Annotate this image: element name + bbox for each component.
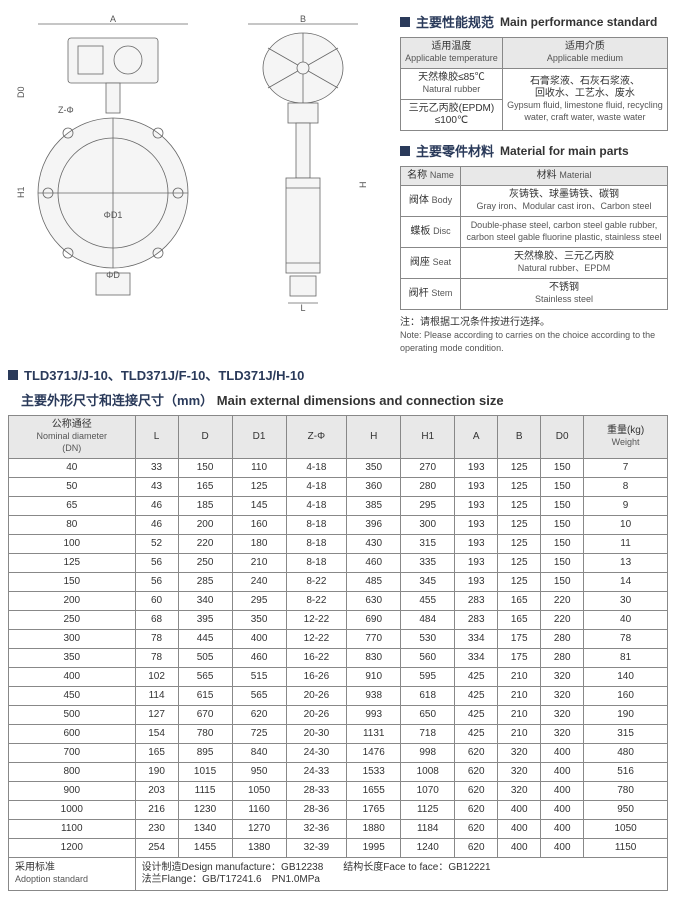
mat-val: 天然橡胶、三元乙丙胶Natural rubber、EPDM [461, 248, 668, 279]
table-row: 150562852408-2248534519312515014 [9, 573, 668, 592]
svg-text:D0: D0 [16, 86, 26, 98]
svg-text:ΦD1: ΦD1 [104, 210, 123, 220]
perf-title-cn: 主要性能规范 [416, 12, 494, 31]
mat-name: 阀体 Body [401, 186, 461, 217]
table-row: 125562502108-1846033519312515013 [9, 554, 668, 573]
square-icon [400, 146, 410, 156]
table-row: 2506839535012-2269048428316522040 [9, 611, 668, 630]
dim-header: Z-Φ [286, 416, 347, 459]
svg-text:L: L [300, 303, 305, 313]
table-row: 3507850546016-2283056033417528081 [9, 649, 668, 668]
valve-diagram-svg: A Z-Φ D0 H1 ΦD1 ΦD [8, 8, 388, 348]
mat-name: 蝶板 Disc [401, 217, 461, 248]
dim-header: L [135, 416, 178, 459]
svg-text:A: A [110, 14, 116, 24]
table-row: 200603402958-2263045528316522030 [9, 592, 668, 611]
table-row: 800190101595024-3315331008620320400516 [9, 763, 668, 782]
perf-h1: 适用温度Applicable temperature [401, 38, 503, 69]
table-row: 70016589584024-301476998620320400480 [9, 744, 668, 763]
footer-row: 采用标准Adoption standard 设计制造Design manufac… [9, 858, 668, 891]
table-row: 9002031115105028-3316551070620320400780 [9, 782, 668, 801]
top-row: A Z-Φ D0 H1 ΦD1 ΦD [8, 8, 668, 361]
note: 注：请根据工况条件按进行选择。 Note: Please according t… [400, 316, 668, 355]
mat-title: 主要零件材料 Material for main parts [400, 141, 668, 160]
table-row: 40331501104-183502701931251507 [9, 459, 668, 478]
table-row: 12002541455138032-3919951240620400400115… [9, 839, 668, 858]
table-row: 10002161230116028-3617651125620400400950 [9, 801, 668, 820]
dim-title-row: TLD371J/J-10、TLD371J/F-10、TLD371J/H-10 [8, 365, 668, 384]
table-row: 50012767062020-26993650425210320190 [9, 706, 668, 725]
table-row: 45011461556520-26938618425210320160 [9, 687, 668, 706]
svg-text:H1: H1 [16, 186, 26, 198]
svg-text:B: B [300, 14, 306, 24]
mat-title-cn: 主要零件材料 [416, 141, 494, 160]
table-row: 3007844540012-2277053033417528078 [9, 630, 668, 649]
mat-name: 阀杆 Stem [401, 279, 461, 310]
square-icon [400, 17, 410, 27]
table-row: 100522201808-1843031519312515011 [9, 535, 668, 554]
mat-name: 阀座 Seat [401, 248, 461, 279]
dim-header: D [178, 416, 232, 459]
mat-val: 灰铸铁、球墨铸铁、碳钢Gray iron、Modular cast iron、C… [461, 186, 668, 217]
adoption-label: 采用标准Adoption standard [9, 858, 136, 891]
table-row: 65461851454-183852951931251509 [9, 497, 668, 516]
perf-title: 主要性能规范 Main performance standard [400, 12, 668, 31]
right-column: 主要性能规范 Main performance standard 适用温度App… [400, 8, 668, 361]
perf-r2c1: 三元乙丙胶(EPDM)≤100℃ [401, 100, 503, 131]
perf-h2: 适用介质Applicable medium [502, 38, 667, 69]
square-icon [8, 370, 18, 380]
perf-r1c1: 天然橡胶≤85℃Natural rubber [401, 69, 503, 100]
performance-table: 适用温度Applicable temperature 适用介质Applicabl… [400, 37, 668, 131]
mat-val: 不锈钢Stainless steel [461, 279, 668, 310]
dimensions-table: 公称通径Nominal diameter(DN)LDD1Z-ΦHH1ABD0重量… [8, 415, 668, 891]
table-row: 60015478072520-301131718425210320315 [9, 725, 668, 744]
dim-header: A [455, 416, 498, 459]
mat-h-name: 名称 Name [401, 167, 461, 186]
dim-header: H1 [401, 416, 455, 459]
table-row: 11002301340127032-3618801184620400400105… [9, 820, 668, 839]
perf-medium: 石膏浆液、石灰石浆液、回收水、工艺水、废水 Gypsum fluid, lime… [502, 69, 667, 131]
dim-header: 公称通径Nominal diameter(DN) [9, 416, 136, 459]
table-row: 50431651254-183602801931251508 [9, 478, 668, 497]
table-row: 80462001608-1839630019312515010 [9, 516, 668, 535]
dim-header: B [498, 416, 541, 459]
mat-val: Double-phase steel, carbon steel gable r… [461, 217, 668, 248]
dim-header: 重量(kg)Weight [584, 416, 668, 459]
mat-h-mat: 材料 Material [461, 167, 668, 186]
material-table: 名称 Name 材料 Material 阀体 Body 灰铸铁、球墨铸铁、碳钢G… [400, 166, 668, 310]
mat-title-en: Material for main parts [500, 144, 629, 158]
perf-title-en: Main performance standard [500, 15, 657, 29]
technical-drawings: A Z-Φ D0 H1 ΦD1 ΦD [8, 8, 388, 348]
dim-model: TLD371J/J-10、TLD371J/F-10、TLD371J/H-10 [24, 365, 304, 384]
dim-header: D0 [541, 416, 584, 459]
dim-header: H [347, 416, 401, 459]
svg-text:Z-Φ: Z-Φ [58, 105, 74, 115]
dim-header: D1 [232, 416, 286, 459]
adoption-content: 设计制造Design manufacture：GB12238 结构长度Face … [135, 858, 667, 891]
table-row: 40010256551516-26910595425210320140 [9, 668, 668, 687]
svg-text:H: H [358, 182, 368, 189]
dim-subtitle: 主要外形尺寸和连接尺寸（mm） Main external dimensions… [8, 390, 668, 409]
svg-text:ΦD: ΦD [106, 270, 120, 280]
